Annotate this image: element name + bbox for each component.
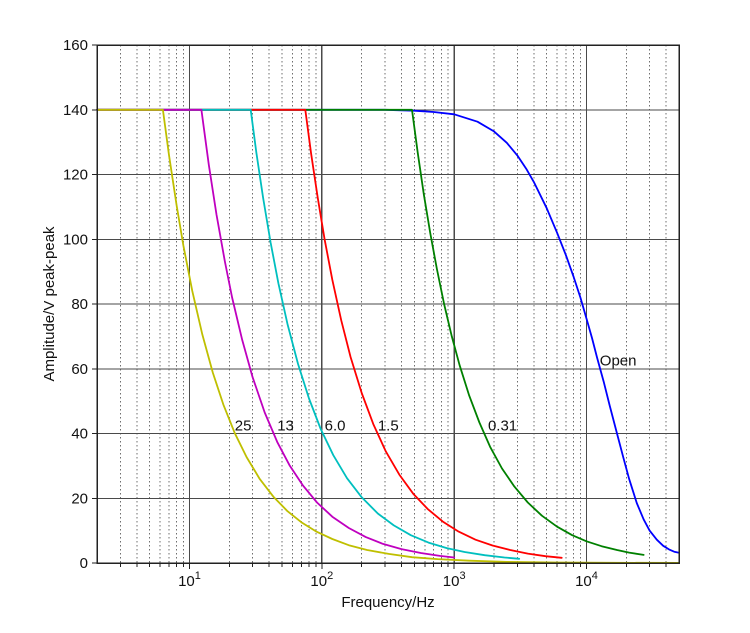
series-curve-load-6.0 [96,108,521,560]
y-tick-label-60: 60 [71,361,88,378]
x-tick-label-10e3: 103 [443,570,466,590]
x-tick-label-10e4: 104 [575,570,598,590]
curve-label-load-0.31: 0.31 [488,417,517,434]
series-curve-load-open [96,108,680,554]
axis-tick-labels: 0 20 40 60 80 100 120 140 160 101 102 103 104 [63,37,598,590]
series-curve-load-1.5 [96,108,563,559]
curve-label-load-13: 13 [277,417,294,434]
x-axis-label: Frequency/Hz [341,594,434,611]
y-tick-label-100: 100 [63,231,88,248]
grid-lines [97,45,679,563]
y-tick-label-80: 80 [71,296,88,313]
x-tick-label-10e2: 102 [310,570,333,590]
curve-labels: 25 13 6.0 1.5 0.31 Open [235,353,637,435]
y-tick-label-140: 140 [63,102,88,119]
y-tick-label-20: 20 [71,490,88,507]
x-tick-label-10e1: 101 [178,570,201,590]
series-curves [96,108,680,564]
curve-label-load-6.0: 6.0 [325,417,346,434]
y-tick-label-40: 40 [71,426,88,443]
y-axis-label: Amplitude/V peak-peak [41,226,58,382]
y-tick-label-120: 120 [63,167,88,184]
curve-label-load-open: Open [600,353,637,370]
y-tick-label-160: 160 [63,37,88,54]
axis-ticks [92,44,667,569]
series-curve-load-13 [96,108,456,559]
series-curve-load-25 [96,108,680,564]
curve-label-load-25: 25 [235,417,252,434]
curve-label-load-1.5: 1.5 [378,417,399,434]
series-curve-load-0.31 [96,108,645,556]
y-tick-label-0: 0 [80,555,88,572]
